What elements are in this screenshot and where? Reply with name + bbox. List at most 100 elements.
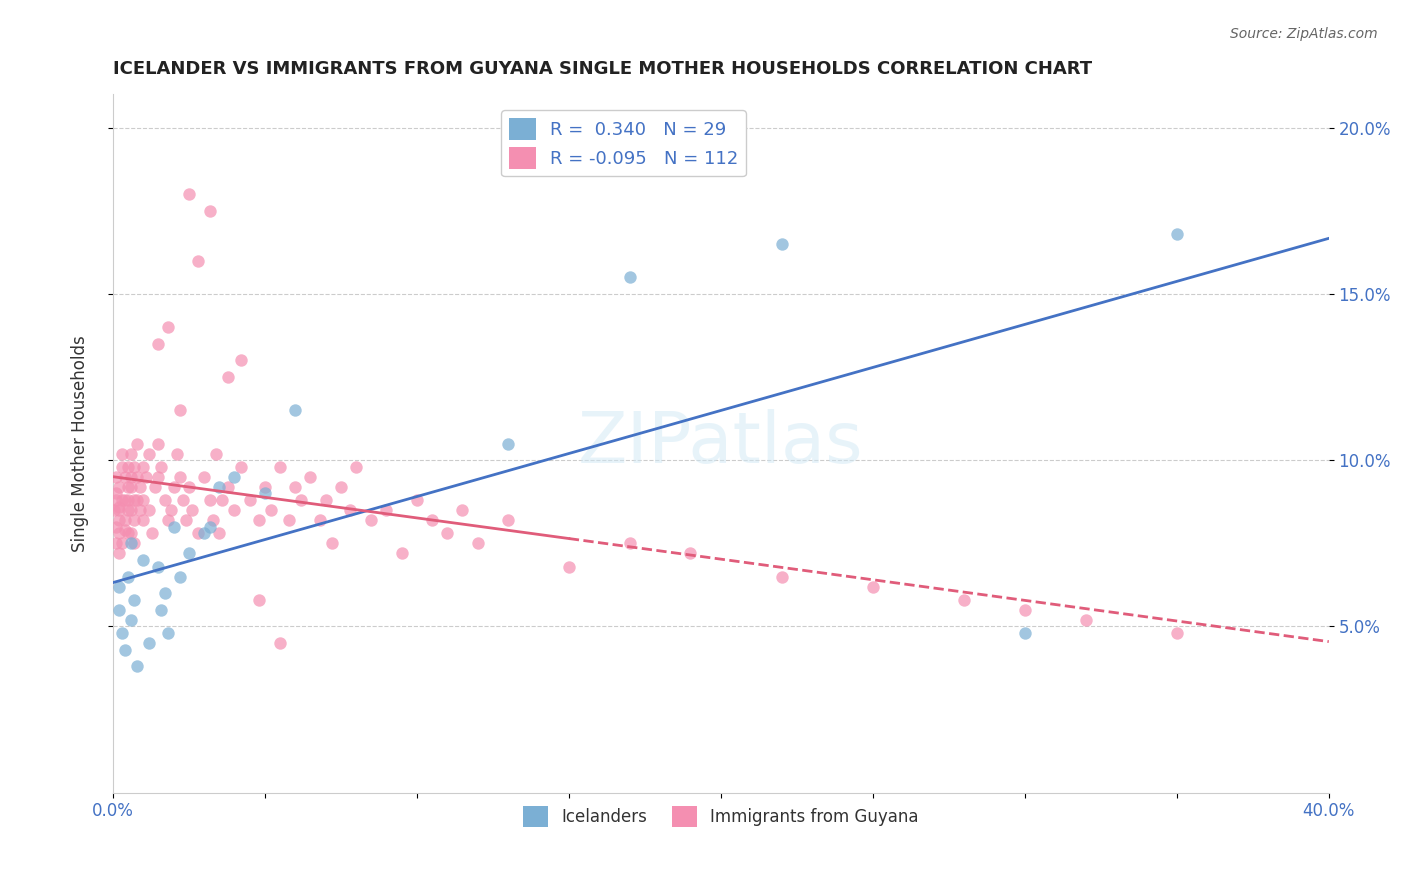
- Point: [117, 503, 139, 517]
- Point: [138, 636, 160, 650]
- Point: [145, 480, 167, 494]
- Point: [114, 523, 136, 537]
- Point: [360, 513, 382, 527]
- Point: [405, 493, 427, 508]
- Point: [344, 459, 367, 474]
- Point: [166, 446, 188, 460]
- Point: [129, 480, 152, 494]
- Point: [284, 403, 307, 417]
- Point: [284, 480, 307, 494]
- Point: [169, 470, 191, 484]
- Point: [132, 459, 155, 474]
- Point: [122, 493, 145, 508]
- Point: [224, 503, 246, 517]
- Point: [127, 470, 149, 484]
- Point: [127, 436, 149, 450]
- Point: [224, 470, 246, 484]
- Point: [138, 503, 160, 517]
- Point: [496, 436, 519, 450]
- Point: [156, 513, 179, 527]
- Point: [104, 536, 127, 550]
- Point: [163, 519, 186, 533]
- Point: [114, 513, 136, 527]
- Point: [436, 526, 458, 541]
- Point: [148, 559, 170, 574]
- Point: [104, 493, 127, 508]
- Point: [104, 470, 127, 484]
- Point: [619, 536, 641, 550]
- Point: [148, 336, 170, 351]
- Point: [290, 493, 312, 508]
- Point: [104, 486, 127, 500]
- Point: [108, 580, 131, 594]
- Point: [217, 370, 239, 384]
- Point: [1014, 603, 1036, 617]
- Point: [253, 486, 276, 500]
- Point: [117, 526, 139, 541]
- Point: [129, 503, 152, 517]
- Point: [174, 513, 197, 527]
- Point: [558, 559, 581, 574]
- Point: [208, 526, 231, 541]
- Point: [193, 470, 215, 484]
- Point: [1014, 626, 1036, 640]
- Point: [153, 586, 176, 600]
- Point: [120, 480, 142, 494]
- Point: [339, 503, 361, 517]
- Point: [375, 503, 398, 517]
- Point: [420, 513, 443, 527]
- Point: [108, 503, 131, 517]
- Point: [108, 513, 131, 527]
- Point: [217, 480, 239, 494]
- Point: [114, 642, 136, 657]
- Point: [138, 446, 160, 460]
- Point: [211, 493, 233, 508]
- Point: [114, 493, 136, 508]
- Point: [111, 493, 134, 508]
- Point: [132, 513, 155, 527]
- Point: [132, 493, 155, 508]
- Point: [180, 503, 202, 517]
- Point: [111, 536, 134, 550]
- Point: [153, 493, 176, 508]
- Point: [187, 253, 209, 268]
- Point: [120, 613, 142, 627]
- Point: [132, 553, 155, 567]
- Point: [247, 513, 270, 527]
- Point: [187, 526, 209, 541]
- Point: [679, 546, 702, 560]
- Point: [308, 513, 330, 527]
- Point: [117, 569, 139, 583]
- Point: [141, 526, 163, 541]
- Y-axis label: Single Mother Households: Single Mother Households: [72, 335, 89, 552]
- Point: [229, 459, 252, 474]
- Point: [111, 626, 134, 640]
- Point: [122, 459, 145, 474]
- Point: [619, 270, 641, 285]
- Point: [122, 592, 145, 607]
- Point: [103, 503, 125, 517]
- Point: [156, 320, 179, 334]
- Point: [169, 403, 191, 417]
- Point: [111, 459, 134, 474]
- Point: [122, 513, 145, 527]
- Point: [1166, 626, 1188, 640]
- Point: [205, 446, 228, 460]
- Point: [111, 446, 134, 460]
- Point: [193, 526, 215, 541]
- Point: [1166, 227, 1188, 241]
- Point: [391, 546, 413, 560]
- Point: [108, 526, 131, 541]
- Point: [108, 500, 131, 514]
- Point: [329, 480, 352, 494]
- Point: [120, 526, 142, 541]
- Point: [114, 470, 136, 484]
- Point: [163, 480, 186, 494]
- Text: ICELANDER VS IMMIGRANTS FROM GUYANA SINGLE MOTHER HOUSEHOLDS CORRELATION CHART: ICELANDER VS IMMIGRANTS FROM GUYANA SING…: [112, 60, 1092, 78]
- Point: [117, 459, 139, 474]
- Point: [253, 480, 276, 494]
- Point: [177, 480, 200, 494]
- Point: [127, 493, 149, 508]
- Point: [120, 536, 142, 550]
- Point: [117, 480, 139, 494]
